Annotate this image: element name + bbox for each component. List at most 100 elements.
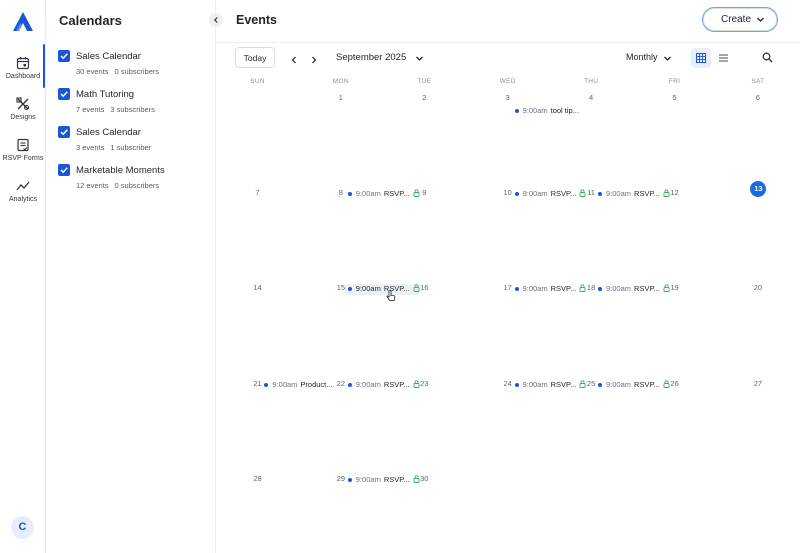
collapse-panel-button[interactable] <box>209 13 223 27</box>
day-cell[interactable]: 30 9:00am RSVP... <box>347 461 466 553</box>
chevron-down-icon <box>757 17 764 22</box>
day-cell[interactable]: 27 <box>716 366 799 461</box>
event-dot-icon <box>598 192 602 196</box>
event-chip[interactable]: 9:00am RSVP... <box>345 380 420 391</box>
day-cell[interactable]: 29 <box>299 461 382 553</box>
event-chip[interactable]: 9:00am RSVP... <box>345 189 420 200</box>
nav-item-analytics[interactable]: Analytics <box>0 179 46 203</box>
day-cell[interactable]: 8 <box>299 175 382 270</box>
event-chip[interactable]: 9:00am RSVP... <box>595 189 670 200</box>
day-cell[interactable]: 11 9:00am RSVP... <box>514 175 633 270</box>
create-button[interactable]: Create <box>702 7 778 32</box>
chevron-down-icon[interactable] <box>663 54 672 63</box>
day-cell[interactable]: 19 9:00am RSVP... <box>598 270 716 365</box>
chevron-down-icon[interactable] <box>415 54 424 63</box>
grid-view-button[interactable] <box>691 48 711 68</box>
designs-icon <box>16 97 30 111</box>
day-cell[interactable]: 6 <box>716 80 799 175</box>
user-avatar[interactable]: C <box>11 516 34 539</box>
day-cell[interactable]: 17 <box>466 270 549 365</box>
lock-icon <box>663 189 670 197</box>
day-number: 7 <box>255 188 260 197</box>
event-title: Product... <box>300 380 333 389</box>
event-chip[interactable]: 9:00am RSVP... <box>595 380 670 391</box>
day-cell[interactable]: 9 9:00am RSVP... <box>347 175 466 270</box>
month-label[interactable]: September 2025 <box>336 52 407 63</box>
day-cell[interactable]: 23 9:00am RSVP... <box>347 366 466 461</box>
event-chip[interactable]: 9:00am tool tip... <box>512 106 579 117</box>
event-time: 9:00am <box>355 475 381 484</box>
calendar-event-count: 30 events <box>76 67 109 76</box>
day-number: 29 <box>336 474 346 483</box>
calendar-list-item[interactable]: Marketable Moments 12 events 0 subscriber… <box>57 163 212 193</box>
weekday-label: FRI <box>668 78 681 85</box>
day-cell[interactable]: 4 9:00am tool tip... <box>514 80 633 175</box>
calendar-meta: 7 events 3 subscribers <box>76 105 161 114</box>
event-chip[interactable]: 9:00am RSVP... <box>595 284 670 295</box>
app-logo-icon[interactable] <box>12 11 34 33</box>
checkmark-icon <box>60 167 68 174</box>
calendar-list-item[interactable]: Sales Calendar 30 events 0 subscribers <box>57 49 212 79</box>
nav-item-dashboard[interactable]: Dashboard <box>0 56 46 80</box>
grid-icon <box>696 53 706 63</box>
day-number: 27 <box>753 379 763 388</box>
nav-item-rsvp-forms[interactable]: RSVP Forms <box>0 138 46 162</box>
calendar-checkbox[interactable] <box>58 126 70 138</box>
weekday-label: SUN <box>250 78 265 85</box>
event-chip[interactable]: 9:00am Product... <box>261 380 333 391</box>
week-row: 14 15 16 9:00am RSVP... 17 18 9:00am RSVP... 19 9:… <box>216 270 800 365</box>
lock-icon <box>579 284 586 292</box>
day-cell[interactable]: 1 <box>299 80 382 175</box>
event-time: 9:00am <box>522 106 548 115</box>
day-cell[interactable]: 12 9:00am RSVP... <box>598 175 716 270</box>
event-chip[interactable]: 9:00am RSVP... <box>512 284 587 295</box>
day-cell[interactable]: 5 <box>633 80 716 175</box>
day-cell[interactable]: 14 <box>216 270 299 365</box>
today-button[interactable]: Today <box>235 47 275 68</box>
calendar-checkbox[interactable] <box>58 50 70 62</box>
calendar-meta: 12 events 0 subscribers <box>76 181 165 190</box>
day-cell[interactable]: 24 <box>466 366 549 461</box>
day-number: 4 <box>589 93 594 102</box>
calendar-list-item[interactable]: Sales Calendar 3 events 1 subscriber <box>57 125 212 155</box>
event-chip[interactable]: 9:00am RSVP... <box>512 380 587 391</box>
day-cell[interactable]: 21 <box>216 366 299 461</box>
day-cell[interactable]: 28 <box>216 461 299 553</box>
event-title: tool tip... <box>550 106 579 115</box>
day-cell[interactable]: 10 <box>466 175 549 270</box>
day-cell[interactable]: 15 <box>299 270 382 365</box>
page-title: Events <box>236 13 277 27</box>
nav-item-designs[interactable]: Designs <box>0 97 46 121</box>
event-chip[interactable]: 9:00am RSVP... <box>345 475 420 486</box>
event-time: 9:00am <box>522 380 548 389</box>
day-number: 1 <box>338 93 343 102</box>
event-dot-icon <box>598 383 602 387</box>
day-cell[interactable]: 3 <box>466 80 549 175</box>
day-cell[interactable]: 26 9:00am RSVP... <box>598 366 716 461</box>
search-icon[interactable] <box>762 52 773 63</box>
view-select[interactable]: Monthly <box>626 52 658 62</box>
day-cell[interactable]: 7 <box>216 175 299 270</box>
day-cell[interactable]: 20 <box>716 270 799 365</box>
calendar-list-item[interactable]: Math Tutoring 7 events 3 subscribers <box>57 87 212 117</box>
day-cell[interactable]: 25 9:00am RSVP... <box>514 366 633 461</box>
day-cell[interactable]: 18 9:00am RSVP... <box>514 270 633 365</box>
event-chip[interactable]: 9:00am RSVP... <box>344 284 420 295</box>
calendar-checkbox[interactable] <box>58 88 70 100</box>
event-time: 9:00am <box>606 189 632 198</box>
day-cell[interactable]: 22 9:00am Product... <box>264 366 382 461</box>
nav-rail: Dashboard Designs RSVP Forms Analytics C <box>0 0 46 553</box>
event-chip[interactable]: 9:00am RSVP... <box>512 189 587 200</box>
day-cell[interactable]: 2 <box>383 80 466 175</box>
calendar-checkbox[interactable] <box>58 164 70 176</box>
day-cell[interactable]: 16 9:00am RSVP... <box>344 270 466 365</box>
day-cell[interactable]: 13 <box>716 175 799 270</box>
event-time: 9:00am <box>272 380 298 389</box>
previous-month-button[interactable] <box>288 52 300 64</box>
create-button-label: Create <box>721 14 752 25</box>
next-month-button[interactable] <box>308 52 320 64</box>
day-number: 19 <box>670 283 679 292</box>
event-title: RSVP... <box>634 189 660 198</box>
week-row: 1 2 3 4 9:00am tool tip... 5 6 <box>216 80 800 175</box>
list-view-icon[interactable] <box>718 53 729 63</box>
